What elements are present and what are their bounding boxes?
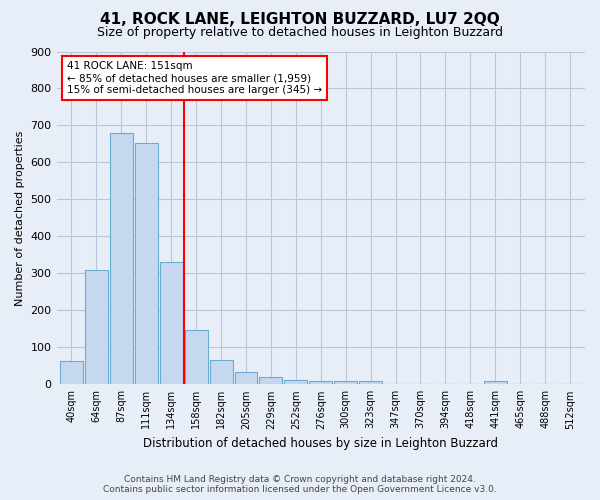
Bar xyxy=(310,380,332,384)
Bar xyxy=(235,372,257,384)
Bar xyxy=(135,143,158,384)
Bar xyxy=(209,360,233,384)
X-axis label: Distribution of detached houses by size in Leighton Buzzard: Distribution of detached houses by size … xyxy=(143,437,498,450)
Text: 41 ROCK LANE: 151sqm
← 85% of detached houses are smaller (1,959)
15% of semi-de: 41 ROCK LANE: 151sqm ← 85% of detached h… xyxy=(67,62,322,94)
Bar xyxy=(334,380,357,384)
Text: 41, ROCK LANE, LEIGHTON BUZZARD, LU7 2QQ: 41, ROCK LANE, LEIGHTON BUZZARD, LU7 2QQ xyxy=(100,12,500,28)
Bar xyxy=(484,382,507,384)
Bar xyxy=(160,262,182,384)
Text: Contains HM Land Registry data © Crown copyright and database right 2024.
Contai: Contains HM Land Registry data © Crown c… xyxy=(103,474,497,494)
Bar xyxy=(185,330,208,384)
Text: Size of property relative to detached houses in Leighton Buzzard: Size of property relative to detached ho… xyxy=(97,26,503,39)
Bar xyxy=(359,380,382,384)
Bar xyxy=(60,362,83,384)
Bar xyxy=(284,380,307,384)
Bar xyxy=(85,270,108,384)
Bar xyxy=(259,377,283,384)
Bar xyxy=(110,133,133,384)
Y-axis label: Number of detached properties: Number of detached properties xyxy=(15,130,25,306)
